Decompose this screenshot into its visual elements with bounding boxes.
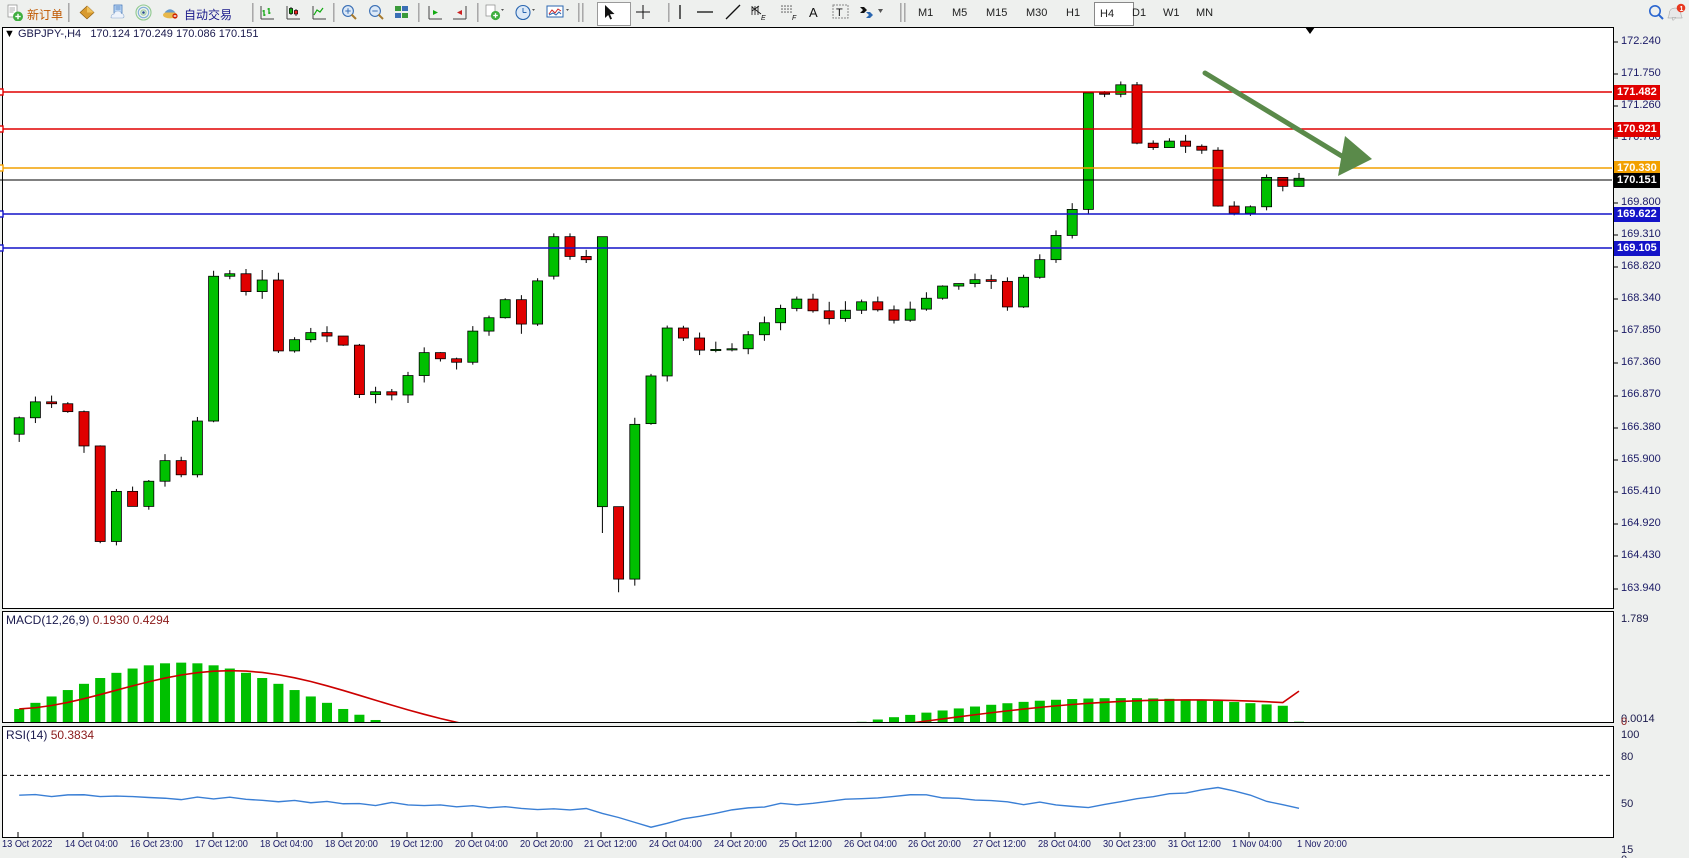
svg-text:E: E bbox=[761, 15, 766, 21]
svg-text:T: T bbox=[836, 7, 843, 19]
svg-text:A: A bbox=[809, 5, 818, 20]
svg-text:1: 1 bbox=[1680, 6, 1684, 13]
svg-text:F: F bbox=[792, 15, 797, 21]
